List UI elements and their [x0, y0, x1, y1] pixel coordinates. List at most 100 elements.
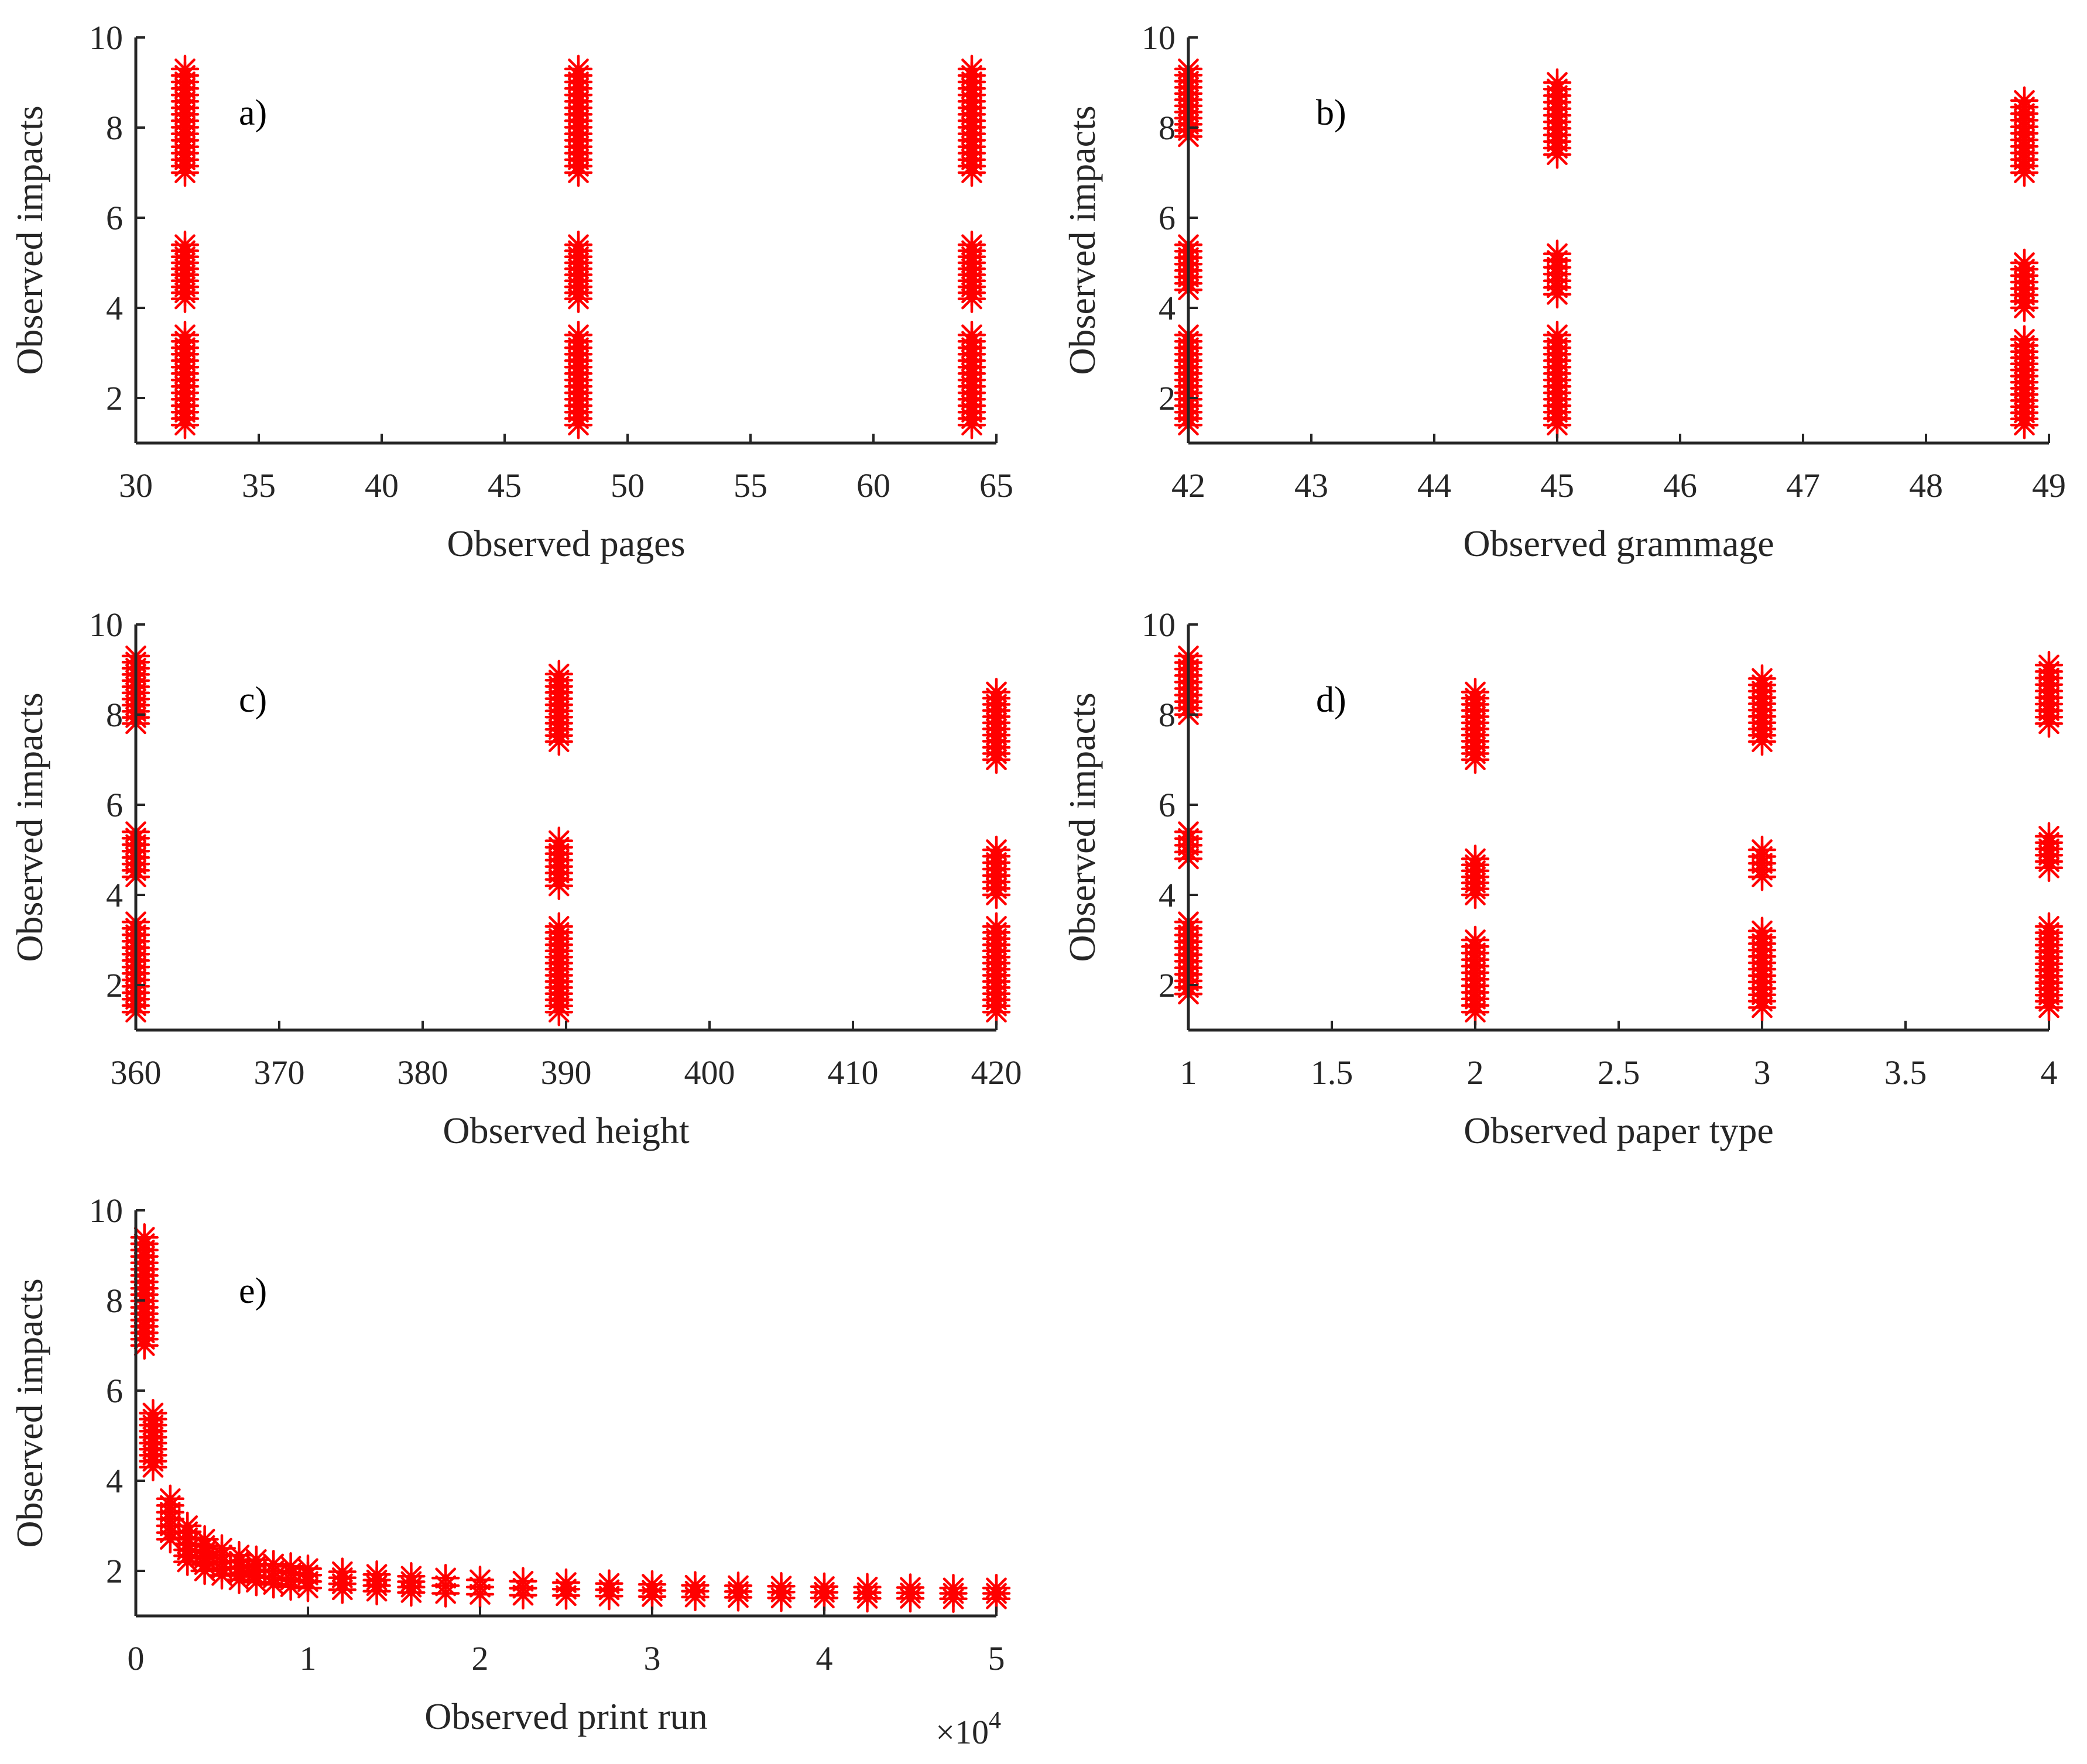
data-point-a-1-1-9 [564, 230, 593, 259]
x-tick-label-e-1: 1 [300, 1639, 317, 1677]
y-tick-label-b-2: 6 [1159, 199, 1176, 237]
data-point-a-1-0-14 [564, 320, 593, 349]
data-point-b-2-1-7 [2010, 248, 2039, 277]
data-point-b-2-0-14 [2010, 325, 2039, 354]
data-point-e-3-0-6 [173, 1511, 202, 1540]
y-tick-label-b-0: 2 [1159, 379, 1176, 417]
y-tick-label-a-0: 2 [106, 379, 123, 417]
data-point-e-10-0-3 [293, 1554, 323, 1583]
panel-label-e: e) [239, 1271, 267, 1311]
y-tick-label-e-0: 2 [106, 1552, 123, 1590]
y-tick-label-e-1: 4 [106, 1462, 123, 1500]
data-point-e-1-0-9 [139, 1399, 167, 1427]
x-axis-label-a: Observed pages [447, 523, 686, 564]
x-tick-label-b-1: 43 [1294, 466, 1328, 505]
y-tick-label-c-2: 6 [106, 786, 123, 824]
data-point-c-2-1-7 [982, 835, 1011, 864]
y-axis-label-c: Observed impacts [9, 692, 50, 962]
x-tick-label-b-6: 48 [1909, 466, 1943, 505]
chart-panel-e: 0 1 2 3 4 5 2 4 6 8 10 Observed print run Observed i… [9, 1192, 1011, 1751]
data-point-e-20-0-2 [681, 1571, 710, 1600]
data-point-d-1-0-11 [1461, 925, 1490, 955]
x-tick-label-d-4: 3 [1754, 1053, 1771, 1092]
y-axis-label-e: Observed impacts [9, 1278, 50, 1547]
x-tick-label-a-6: 60 [856, 466, 890, 505]
x-tick-label-d-3: 2.5 [1598, 1053, 1640, 1092]
data-point-e-26-0-2 [939, 1574, 968, 1602]
data-point-e-14-0-2 [431, 1564, 460, 1593]
x-axis-label-e: Observed print run [424, 1696, 707, 1737]
y-tick-label-c-4: 10 [89, 606, 123, 644]
x-axis-label-d: Observed paper type [1464, 1110, 1774, 1151]
data-point-a-0-2-16 [170, 54, 200, 84]
data-point-e-24-0-2 [853, 1573, 882, 1601]
x-tick-label-a-5: 55 [734, 466, 767, 505]
data-point-e-6-0-4 [225, 1540, 253, 1570]
y-tick-label-d-3: 8 [1159, 696, 1176, 734]
data-point-d-2-2-10 [1747, 664, 1777, 693]
x-tick-label-c-3: 390 [541, 1053, 592, 1092]
y-tick-label-c-3: 8 [106, 696, 123, 734]
y-axis-label-b: Observed impacts [1061, 105, 1103, 375]
x-axis-label-b: Observed grammage [1463, 523, 1774, 564]
data-point-d-1-1-6 [1461, 845, 1490, 873]
data-point-e-25-0-2 [896, 1573, 925, 1602]
data-point-b-2-2-11 [2010, 86, 2039, 115]
data-point-e-4-0-5 [190, 1525, 219, 1554]
data-point-b-1-1-6 [1543, 239, 1572, 268]
data-point-e-15-0-2 [465, 1566, 495, 1594]
x-tick-label-c-4: 400 [684, 1053, 735, 1092]
data-point-d-2-0-12 [1747, 917, 1777, 945]
chart-panel-d: 1 1.5 2 2.5 3 3.5 4 2 4 6 8 10 Observed paper type Ob… [1061, 606, 2064, 1151]
data-point-e-21-0-2 [724, 1571, 753, 1600]
data-point-e-18-0-2 [595, 1569, 623, 1598]
x-tick-label-c-2: 380 [397, 1053, 448, 1092]
data-point-e-5-0-4 [207, 1534, 237, 1563]
x-tick-label-e-5: 5 [988, 1639, 1005, 1677]
data-point-c-1-2-11 [544, 660, 574, 688]
data-point-d-2-1-4 [1747, 835, 1777, 864]
x-tick-label-b-3: 45 [1540, 466, 1574, 505]
y-axis-label-a: Observed impacts [9, 105, 50, 375]
x-tick-label-a-0: 30 [119, 466, 153, 505]
panel-label-a: a) [239, 93, 267, 133]
data-point-e-17-0-2 [551, 1568, 581, 1597]
x-tick-label-d-1: 1.5 [1311, 1053, 1353, 1092]
x-tick-label-c-6: 420 [971, 1053, 1022, 1092]
y-tick-label-e-3: 8 [106, 1282, 123, 1320]
data-point-e-7-0-4 [242, 1545, 271, 1574]
data-point-a-2-1-9 [957, 230, 986, 259]
chart-panel-a: 30 35 40 45 50 55 60 65 2 4 6 8 10 Observed pages Obse… [9, 19, 1013, 564]
data-point-a-2-0-14 [957, 320, 986, 349]
y-tick-label-b-1: 4 [1159, 289, 1176, 327]
data-point-e-22-0-2 [767, 1571, 796, 1601]
y-tick-label-b-4: 10 [1142, 19, 1176, 57]
y-tick-label-e-4: 10 [89, 1192, 123, 1230]
x-tick-label-e-2: 2 [472, 1639, 489, 1677]
y-tick-label-c-1: 4 [106, 876, 123, 914]
x-tick-label-b-5: 47 [1786, 466, 1820, 505]
data-point-d-3-1-5 [2034, 822, 2064, 851]
data-point-a-1-2-16 [564, 54, 593, 84]
data-point-b-1-2-11 [1543, 68, 1572, 97]
data-point-b-1-0-14 [1543, 320, 1572, 349]
data-point-e-11-0-3 [328, 1557, 357, 1586]
data-point-e-0-0-17 [130, 1223, 159, 1252]
y-axis-label-d: Observed impacts [1061, 692, 1103, 962]
data-point-a-0-0-14 [170, 320, 200, 349]
y-tick-label-d-4: 10 [1142, 606, 1176, 644]
x-tick-label-a-1: 35 [242, 466, 276, 505]
y-tick-label-e-2: 6 [106, 1372, 123, 1410]
x-tick-label-c-0: 360 [111, 1053, 162, 1092]
y-tick-label-a-1: 4 [106, 289, 123, 327]
x-tick-label-d-0: 1 [1180, 1053, 1197, 1092]
x-tick-label-d-6: 4 [2041, 1053, 2058, 1092]
x-tick-label-c-5: 410 [828, 1053, 879, 1092]
x-tick-label-a-2: 40 [365, 466, 399, 505]
y-tick-label-d-2: 6 [1159, 786, 1176, 824]
panel-label-c: c) [239, 680, 267, 720]
x-tick-label-a-7: 65 [979, 466, 1013, 505]
y-tick-label-a-3: 8 [106, 109, 123, 147]
